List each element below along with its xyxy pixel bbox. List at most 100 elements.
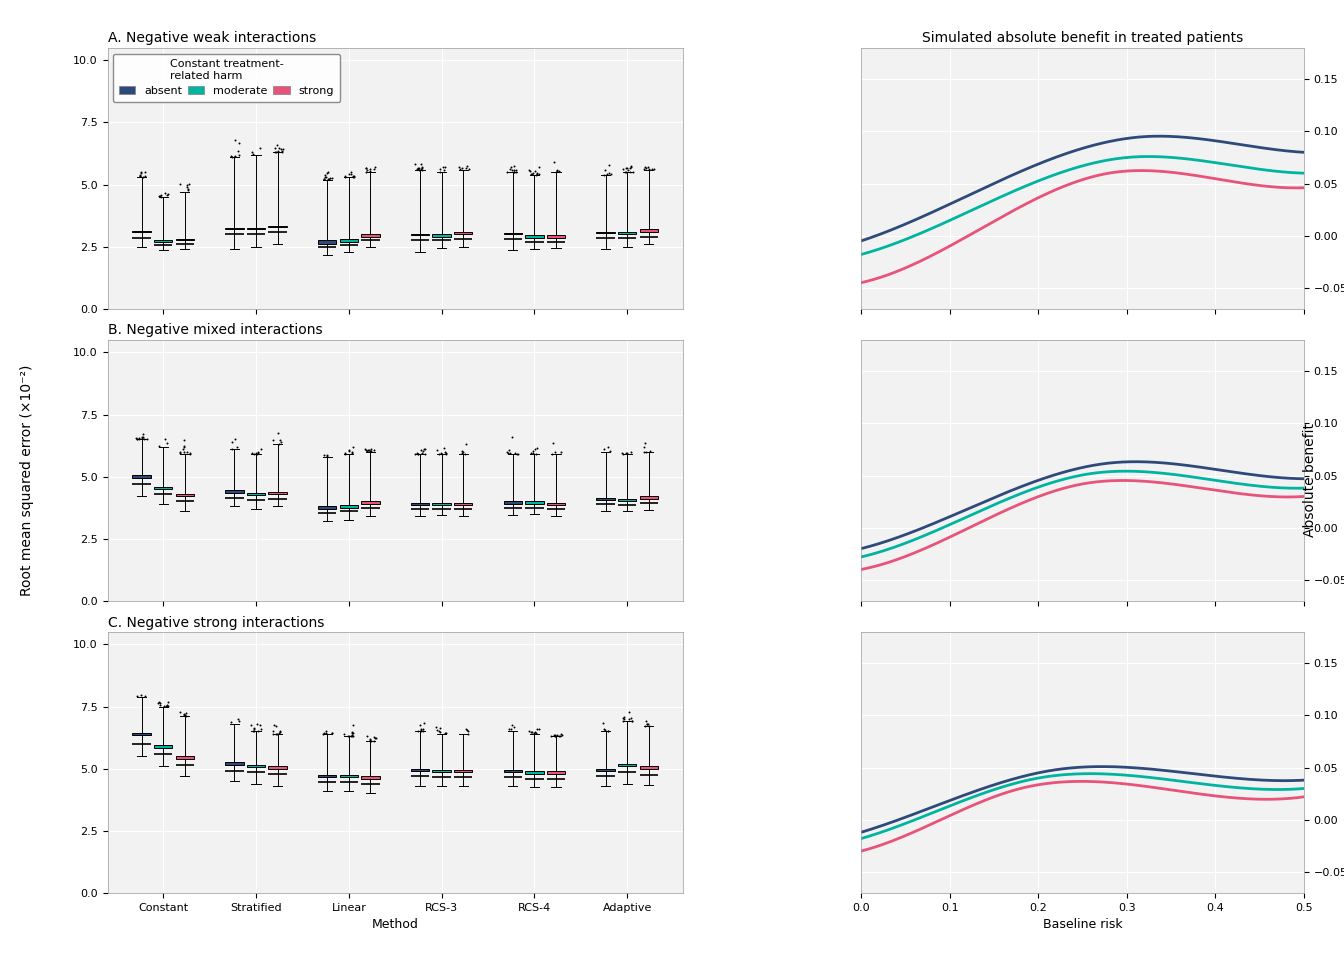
Point: [363, 730, 384, 745]
Point: [270, 142, 292, 157]
Point: [429, 720, 450, 735]
Point: [359, 733, 380, 749]
PathPatch shape: [132, 475, 151, 478]
Point: [406, 161, 427, 177]
Point: [271, 144, 293, 159]
Text: C. Negative strong interactions: C. Negative strong interactions: [108, 615, 324, 630]
Point: [266, 726, 288, 741]
PathPatch shape: [340, 239, 358, 242]
Point: [634, 159, 656, 175]
Point: [434, 162, 456, 178]
Point: [497, 445, 519, 461]
Point: [641, 161, 663, 177]
Point: [343, 168, 364, 183]
Point: [149, 695, 171, 710]
Point: [149, 698, 171, 713]
PathPatch shape: [247, 765, 265, 767]
Point: [341, 728, 363, 743]
Point: [266, 145, 288, 160]
Point: [169, 705, 191, 720]
Point: [250, 140, 271, 156]
Point: [426, 723, 448, 738]
Point: [130, 165, 152, 180]
Point: [313, 447, 335, 463]
Point: [548, 729, 570, 744]
Point: [528, 159, 550, 175]
PathPatch shape: [597, 769, 614, 771]
Point: [413, 723, 434, 738]
PathPatch shape: [433, 503, 450, 505]
Point: [250, 442, 271, 457]
Point: [155, 431, 176, 446]
Point: [409, 160, 430, 176]
Point: [634, 718, 656, 733]
Point: [341, 725, 363, 740]
Point: [543, 727, 564, 742]
Point: [598, 166, 620, 181]
PathPatch shape: [226, 228, 243, 229]
Point: [642, 161, 664, 177]
Point: [247, 445, 269, 461]
Point: [634, 444, 656, 460]
Point: [356, 162, 378, 178]
Point: [411, 162, 433, 178]
Point: [156, 697, 177, 712]
PathPatch shape: [247, 228, 265, 229]
Point: [341, 726, 363, 741]
PathPatch shape: [454, 503, 473, 505]
Point: [520, 444, 542, 460]
PathPatch shape: [618, 231, 637, 234]
Point: [594, 723, 616, 738]
Point: [366, 731, 387, 746]
Text: Root mean squared error (×10⁻²): Root mean squared error (×10⁻²): [20, 364, 34, 596]
Point: [527, 165, 548, 180]
Point: [622, 164, 644, 180]
Point: [453, 444, 474, 460]
Text: A. Negative weak interactions: A. Negative weak interactions: [108, 32, 316, 45]
Point: [313, 171, 335, 186]
PathPatch shape: [640, 496, 659, 499]
Point: [243, 724, 265, 739]
Point: [249, 717, 270, 732]
PathPatch shape: [433, 770, 450, 773]
PathPatch shape: [132, 230, 151, 231]
Point: [431, 159, 453, 175]
PathPatch shape: [340, 505, 358, 508]
Point: [633, 440, 655, 455]
Point: [359, 732, 380, 747]
Point: [356, 728, 378, 743]
Point: [614, 164, 636, 180]
Point: [263, 718, 285, 733]
Point: [344, 169, 366, 184]
Point: [521, 725, 543, 740]
Point: [526, 446, 547, 462]
PathPatch shape: [504, 770, 521, 773]
Point: [134, 688, 156, 704]
Point: [616, 444, 637, 460]
Point: [129, 431, 151, 446]
Point: [169, 444, 191, 460]
Point: [411, 160, 433, 176]
Point: [435, 446, 457, 462]
PathPatch shape: [526, 235, 543, 238]
Point: [157, 699, 179, 714]
Point: [126, 688, 148, 704]
Point: [544, 728, 566, 743]
Point: [132, 429, 153, 444]
Point: [620, 158, 641, 174]
Point: [617, 160, 638, 176]
Point: [429, 446, 450, 462]
PathPatch shape: [176, 239, 194, 240]
Point: [356, 444, 378, 459]
Point: [156, 435, 177, 450]
Point: [456, 721, 477, 736]
Point: [405, 156, 426, 172]
Point: [524, 163, 546, 179]
Point: [410, 443, 431, 458]
Point: [544, 444, 566, 460]
PathPatch shape: [411, 769, 429, 771]
Point: [414, 441, 435, 456]
Point: [246, 716, 267, 732]
Point: [317, 447, 339, 463]
PathPatch shape: [176, 756, 194, 758]
